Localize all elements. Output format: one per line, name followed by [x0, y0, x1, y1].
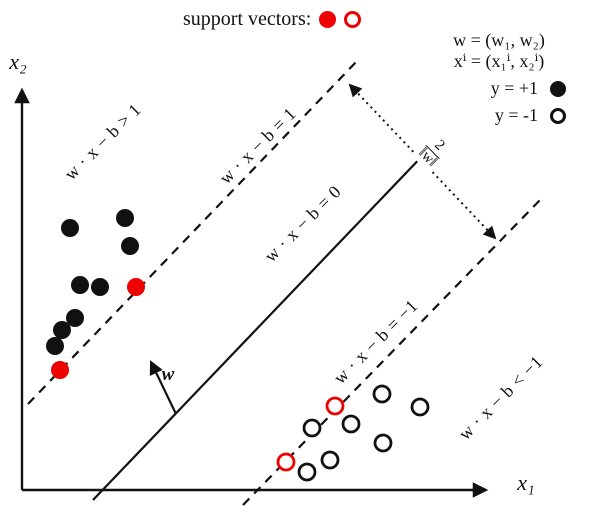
y-axis-label: x₂ [9, 49, 27, 74]
point-positive [91, 278, 109, 296]
point-negative [372, 384, 392, 404]
margin-width-arrow [348, 83, 497, 240]
support-vectors-label: support vectors: [183, 8, 312, 30]
support-vector-positive [127, 278, 145, 296]
point-negative [320, 450, 340, 470]
w-vector-label: w [161, 364, 175, 385]
w-definition-label: w = (w₁, w₂) [453, 30, 545, 50]
support-vector-negative [325, 396, 345, 416]
y-plus-label: y = +1 [490, 78, 538, 98]
support-vector-filled-icon [319, 11, 337, 28]
point-positive [66, 309, 84, 327]
point-positive [71, 276, 89, 294]
support-vectors-header: support vectors: [183, 8, 362, 31]
support-vector-negative [276, 452, 296, 472]
point-negative [373, 433, 393, 453]
point-negative [302, 418, 322, 438]
legend: w = (w₁, w₂) xⁱ = (x₁ⁱ, x₂ⁱ) y = +1 y = … [424, 30, 574, 126]
w-vector-arrow [149, 360, 177, 415]
support-vector-open-icon [344, 11, 362, 28]
point-positive [121, 237, 139, 255]
point-positive [46, 337, 64, 355]
point-positive [53, 321, 71, 339]
x-definition-label: xⁱ = (x₁ⁱ, x₂ⁱ) [453, 51, 545, 71]
support-vector-positive [51, 361, 69, 379]
x-axis-label: x₁ [517, 470, 535, 495]
point-positive [116, 209, 134, 227]
point-negative [297, 462, 317, 482]
legend-positive-class: y = +1 [424, 78, 574, 99]
point-negative [410, 397, 430, 417]
point-positive [61, 219, 79, 237]
boundary-line-margin-minus [242, 199, 541, 506]
positive-class-icon [550, 80, 566, 97]
legend-negative-class: y = -1 [424, 105, 574, 126]
negative-class-icon [550, 107, 566, 124]
point-negative [341, 414, 361, 434]
y-minus-label: y = -1 [494, 105, 538, 125]
